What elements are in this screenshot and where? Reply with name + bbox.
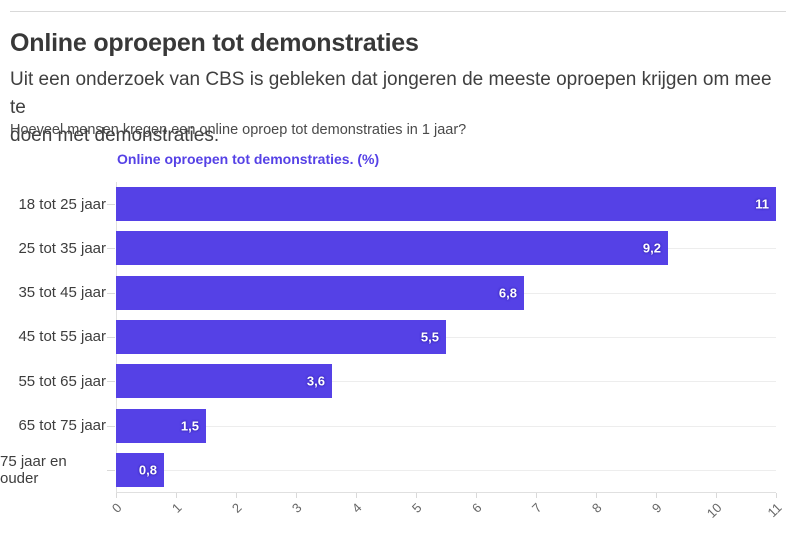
x-axis-tick xyxy=(776,493,777,498)
x-axis-tick xyxy=(656,493,657,498)
page-title: Online oproepen tot demonstraties xyxy=(10,29,419,57)
bar-value-label: 9,2 xyxy=(642,240,661,256)
category-label: 25 tot 35 jaar xyxy=(18,239,106,257)
x-tick-label: 7 xyxy=(528,500,545,516)
bar-18-tot-25-jaar[interactable]: 11 xyxy=(116,187,776,222)
chart-question: Hoeveel mensen kregen een online oproep … xyxy=(10,122,467,138)
bar-35-tot-45-jaar[interactable]: 6,8 xyxy=(116,275,524,310)
x-axis-tick xyxy=(416,493,417,498)
category-label: 55 tot 65 jaar xyxy=(18,372,106,390)
x-tick-label: 3 xyxy=(288,500,305,516)
x-tick-label: 6 xyxy=(468,500,485,516)
bar-value-label: 6,8 xyxy=(498,285,517,301)
x-axis-tick xyxy=(476,493,477,498)
x-tick-label: 10 xyxy=(703,500,725,521)
x-axis-line xyxy=(116,492,776,493)
chart-subtitle: Uit een onderzoek van CBS is gebleken da… xyxy=(10,69,772,146)
bar-value-label: 1,5 xyxy=(180,418,199,434)
x-axis-tick xyxy=(596,493,597,498)
x-tick-label: 8 xyxy=(588,500,605,516)
x-tick-label: 9 xyxy=(648,500,665,516)
x-axis-tick xyxy=(356,493,357,498)
bar-65-tot-75-jaar[interactable]: 1,5 xyxy=(116,408,206,443)
bar-value-label: 5,5 xyxy=(420,329,439,345)
y-axis-tick xyxy=(107,469,115,471)
bar-chart-plot-area: 11 9,2 6,8 5,5 3,6 1,5 0,8 0 1 2 3 4 5 6 7 8 9 10 11 xyxy=(107,182,785,521)
x-axis-tick xyxy=(296,493,297,498)
y-axis-tick xyxy=(107,337,115,338)
category-label: 65 tot 75 jaar xyxy=(18,417,106,435)
x-tick-label: 0 xyxy=(108,500,125,516)
category-label: 18 tot 25 jaar xyxy=(18,195,106,213)
bar-value-label: 0,8 xyxy=(138,462,157,478)
category-label: 35 tot 45 jaar xyxy=(18,284,106,302)
bar-45-tot-55-jaar[interactable]: 5,5 xyxy=(116,320,446,354)
top-divider xyxy=(10,11,786,12)
gridline xyxy=(116,337,776,338)
x-tick-label: 1 xyxy=(168,500,185,516)
x-tick-label: 2 xyxy=(228,500,245,516)
x-tick-label: 11 xyxy=(764,500,785,521)
x-axis-tick xyxy=(176,493,177,498)
bar-value-label: 3,6 xyxy=(306,373,325,389)
y-axis-tick xyxy=(107,381,115,383)
y-axis-tick xyxy=(107,204,115,206)
x-tick-label: 4 xyxy=(348,500,365,516)
gridline xyxy=(116,469,776,471)
x-axis-tick xyxy=(536,493,537,498)
gridline xyxy=(116,381,776,383)
y-axis-tick xyxy=(107,425,115,427)
category-axis: 18 tot 25 jaar 25 tot 35 jaar 35 tot 45 ja… xyxy=(0,182,106,492)
x-axis-tick xyxy=(236,493,237,498)
category-label: 45 tot 55 jaar xyxy=(18,328,106,346)
legend-label: Online oproepen tot demonstraties. (%) xyxy=(117,151,380,167)
x-tick-label: 5 xyxy=(408,500,425,516)
bar-value-label: 11 xyxy=(755,196,769,212)
y-axis-tick xyxy=(107,292,115,294)
bar-55-tot-65-jaar[interactable]: 3,6 xyxy=(116,364,332,399)
y-axis-tick xyxy=(107,248,115,250)
x-axis-tick xyxy=(716,493,717,498)
bar-25-tot-35-jaar[interactable]: 9,2 xyxy=(116,231,668,266)
category-label: 75 jaar en ouder xyxy=(0,452,67,487)
chart-legend: Online oproepen tot demonstraties. (%) xyxy=(117,151,379,167)
x-axis-tick xyxy=(116,493,117,498)
gridline xyxy=(116,425,776,427)
bar-75-jaar-en-ouder[interactable]: 0,8 xyxy=(116,452,164,487)
